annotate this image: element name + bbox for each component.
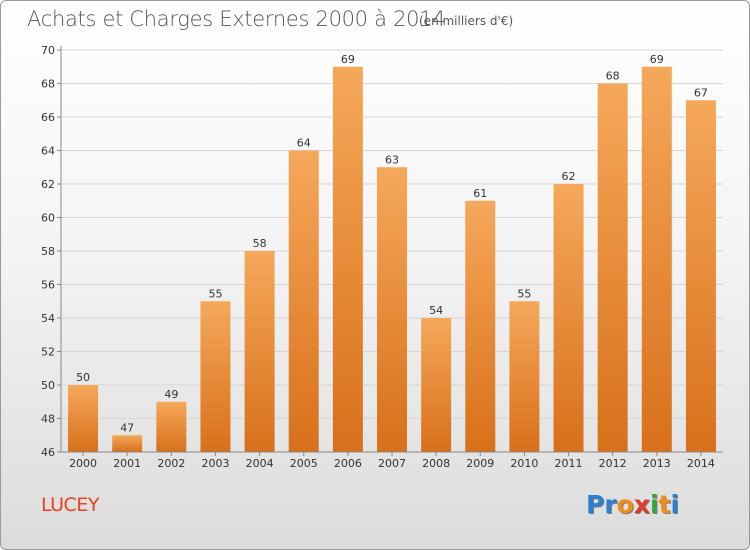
x-tick-label: 2011 [555, 457, 583, 470]
y-tick-label: 56 [41, 279, 55, 292]
x-tick-label: 2006 [334, 457, 362, 470]
data-label: 69 [650, 53, 664, 66]
logo-letter: P [586, 490, 605, 519]
bar [288, 150, 319, 452]
bar [597, 83, 628, 452]
bar [244, 251, 275, 452]
data-label: 49 [164, 388, 178, 401]
labels: 2000 50 2001 47 2002 49 2003 55 2004 58 2005 64 2006… [69, 53, 715, 470]
bar [509, 301, 540, 452]
logo-letter: x [633, 490, 650, 519]
y-tick-label: 50 [41, 379, 55, 392]
logo-letter: t [658, 490, 671, 519]
proxiti-logo: Proxiti [586, 490, 679, 519]
x-tick-label: 2012 [599, 457, 627, 470]
data-label: 55 [517, 287, 531, 300]
y-tick-label: 68 [41, 78, 55, 91]
logo-letter: i [650, 490, 659, 519]
data-label: 50 [76, 371, 90, 384]
data-label: 64 [297, 137, 311, 150]
y-tick-label: 54 [41, 312, 55, 325]
bar [112, 435, 143, 452]
x-tick-label: 2000 [69, 457, 97, 470]
bar [685, 100, 716, 452]
logo-letter: o [616, 490, 634, 519]
x-tick-label: 2003 [201, 457, 229, 470]
x-tick-label: 2010 [510, 457, 538, 470]
data-label: 55 [208, 287, 222, 300]
x-tick-label: 2009 [466, 457, 494, 470]
y-tick-label: 70 [41, 44, 55, 57]
logo-letter: i [670, 490, 680, 519]
x-tick-label: 2008 [422, 457, 450, 470]
y-tick-label: 64 [41, 145, 55, 158]
bar [332, 66, 363, 452]
y-tick-label: 60 [41, 212, 55, 225]
axes: 46 48 50 52 54 56 58 60 62 64 66 68 70 [41, 44, 723, 459]
bar [200, 301, 231, 452]
bar [421, 318, 452, 452]
bar [377, 167, 407, 452]
data-label: 61 [473, 187, 487, 200]
y-tick-label: 66 [41, 111, 55, 124]
commune-name: LUCEY [41, 494, 99, 516]
x-tick-label: 2004 [246, 457, 274, 470]
x-tick-label: 2007 [378, 457, 406, 470]
data-label: 54 [429, 304, 443, 317]
logo-letter: r [604, 490, 617, 519]
bar [553, 184, 584, 452]
y-tick-label: 52 [41, 346, 55, 359]
y-tick-label: 48 [41, 413, 55, 426]
y-tick-label: 46 [41, 446, 55, 459]
chart-unit: (en milliers d'€) [419, 14, 514, 28]
bar [156, 401, 187, 452]
x-tick-label: 2013 [643, 457, 671, 470]
x-tick-label: 2002 [157, 457, 185, 470]
data-label: 68 [606, 70, 620, 83]
bar [465, 200, 496, 452]
y-tick-label: 62 [41, 178, 55, 191]
bar [641, 66, 672, 452]
chart-title: Achats et Charges Externes 2000 à 2014 [27, 7, 446, 31]
data-label: 47 [120, 421, 134, 434]
data-label: 67 [694, 86, 708, 99]
data-label: 69 [341, 53, 355, 66]
data-label: 62 [562, 170, 576, 183]
x-tick-label: 2001 [113, 457, 141, 470]
x-tick-label: 2005 [290, 457, 318, 470]
data-label: 63 [385, 153, 399, 166]
data-label: 58 [253, 237, 267, 250]
y-tick-label: 58 [41, 245, 55, 258]
bar [68, 385, 99, 452]
bars [68, 66, 716, 452]
x-tick-label: 2014 [687, 457, 715, 470]
